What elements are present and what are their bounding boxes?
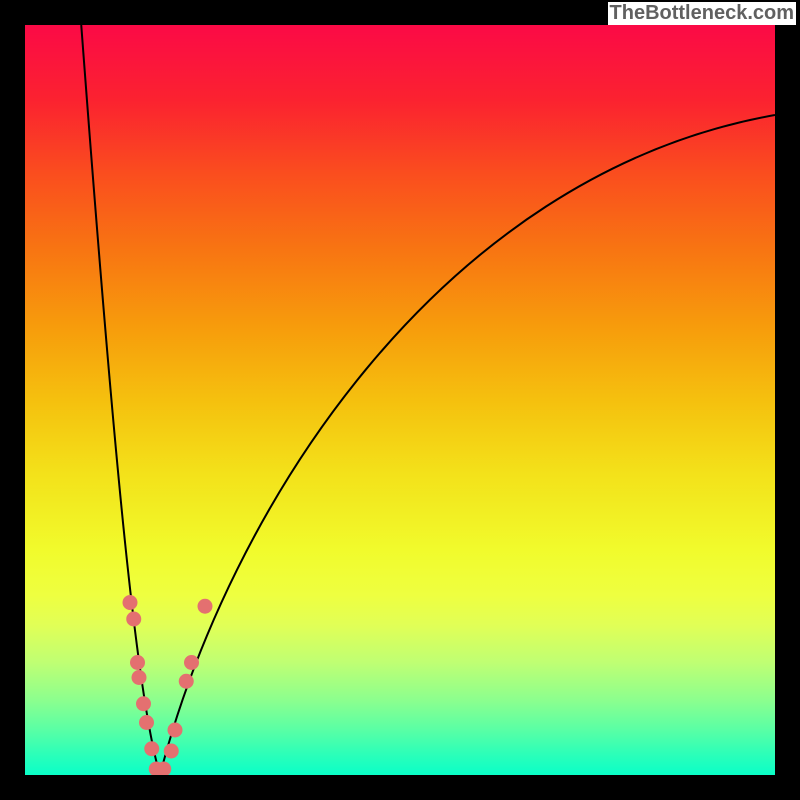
data-marker <box>130 655 145 670</box>
data-marker <box>168 723 183 738</box>
plot-svg <box>25 25 775 775</box>
data-marker <box>123 595 138 610</box>
data-marker <box>164 744 179 759</box>
data-marker <box>179 674 194 689</box>
plot-area <box>25 25 775 775</box>
data-marker <box>139 715 154 730</box>
data-marker <box>126 612 141 627</box>
data-marker <box>198 599 213 614</box>
data-marker <box>136 696 151 711</box>
data-marker <box>132 670 147 685</box>
chart-container: TheBottleneck.com <box>0 0 800 800</box>
data-marker <box>184 655 199 670</box>
data-marker <box>144 741 159 756</box>
attribution-text: TheBottleneck.com <box>608 2 796 25</box>
